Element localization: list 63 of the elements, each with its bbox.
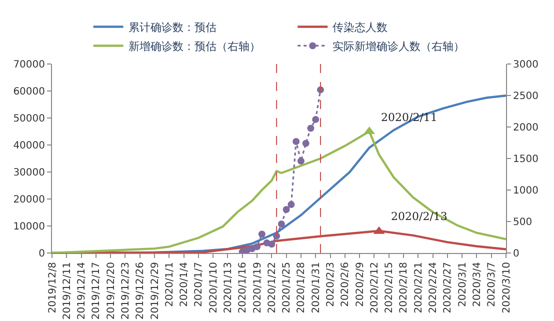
point <box>307 124 314 132</box>
y-tick-label: 0 <box>38 248 45 260</box>
point <box>258 230 266 238</box>
x-tick-label: 2020/2/12 <box>369 262 380 314</box>
x-tick-label: 2020/2/18 <box>398 262 410 314</box>
y-tick-label: 70000 <box>13 60 45 70</box>
x-tick-label: 2020/1/19 <box>252 262 264 314</box>
point <box>254 243 261 250</box>
point <box>312 116 320 123</box>
y2-tick-label: 1500 <box>513 154 538 165</box>
x-tick-label: 2020/2/27 <box>442 262 454 314</box>
x-tick-label: 2020/1/13 <box>222 262 234 314</box>
x-tick-label: 2020/3/1 <box>457 262 468 307</box>
x-tick-label: 2019/12/26 <box>135 262 146 320</box>
y-tick-label: 20000 <box>13 194 45 206</box>
y-tick-label: 50000 <box>13 114 45 124</box>
point <box>282 206 290 214</box>
x-tick-label: 2020/2/15 <box>384 262 396 314</box>
point <box>288 200 295 208</box>
point <box>292 138 300 145</box>
point <box>278 220 285 228</box>
y2-tick-label: 500 <box>513 217 532 228</box>
y2-tick-label: 0 <box>513 248 520 260</box>
x-tick-label: 2020/1/31 <box>310 262 322 314</box>
x-tick-label: 2020/2/21 <box>413 262 424 314</box>
x-tick-label: 2019/12/11 <box>62 262 73 320</box>
point <box>297 158 304 165</box>
y2-tick-label: 1000 <box>513 186 538 196</box>
x-tick-label: 2020/2/3 <box>326 262 337 307</box>
x-tick-label: 2019/12/8 <box>47 262 58 314</box>
x-tick-label: 2020/1/28 <box>296 262 308 314</box>
x-tick-label: 2020/1/7 <box>194 262 205 307</box>
legend-label: 传染态人数 <box>332 21 388 34</box>
x-tick-label: 2020/1/25 <box>282 262 293 314</box>
point <box>268 240 276 248</box>
x-tick-label: 2019/12/17 <box>91 262 102 320</box>
y2-tick-label: 3000 <box>513 60 538 70</box>
x-tick-label: 2019/12/14 <box>76 262 88 320</box>
y2-tick-label: 2000 <box>513 122 538 134</box>
legend-label: 新增确诊数：预估（右轴） <box>128 40 260 54</box>
x-tick-label: 2020/1/4 <box>179 262 190 307</box>
x-tick-label: 2019/12/29 <box>150 262 161 320</box>
x-tick-label: 2020/1/1 <box>164 262 176 307</box>
x-tick-label: 2020/3/4 <box>472 262 483 307</box>
x-tick-label: 2020/3/7 <box>486 262 498 307</box>
y2-tick-label: 2500 <box>513 91 538 102</box>
x-tick-label: 2019/12/23 <box>120 262 132 320</box>
x-tick-label: 2019/12/20 <box>106 262 117 320</box>
x-tick-label: 2020/3/10 <box>501 262 512 314</box>
x-tick-label: 2020/2/6 <box>340 262 352 307</box>
y-tick-label: 30000 <box>13 168 45 178</box>
x-tick-label: 2020/1/22 <box>266 262 278 314</box>
y-tick-label: 10000 <box>13 222 45 232</box>
point <box>273 232 280 240</box>
legend-label: 累计确诊数：预估 <box>128 21 216 34</box>
x-tick-label: 2020/2/9 <box>354 262 366 307</box>
x-tick-label: 2020/1/16 <box>238 262 249 314</box>
legend-label: 实际新增确诊人数（右轴） <box>332 40 465 54</box>
y-tick-label: 60000 <box>13 86 45 98</box>
x-tick-label: 2020/1/10 <box>208 262 220 314</box>
x-tick-label: 2020/2/24 <box>428 262 440 314</box>
y-tick-label: 40000 <box>13 140 45 152</box>
point <box>302 140 310 147</box>
